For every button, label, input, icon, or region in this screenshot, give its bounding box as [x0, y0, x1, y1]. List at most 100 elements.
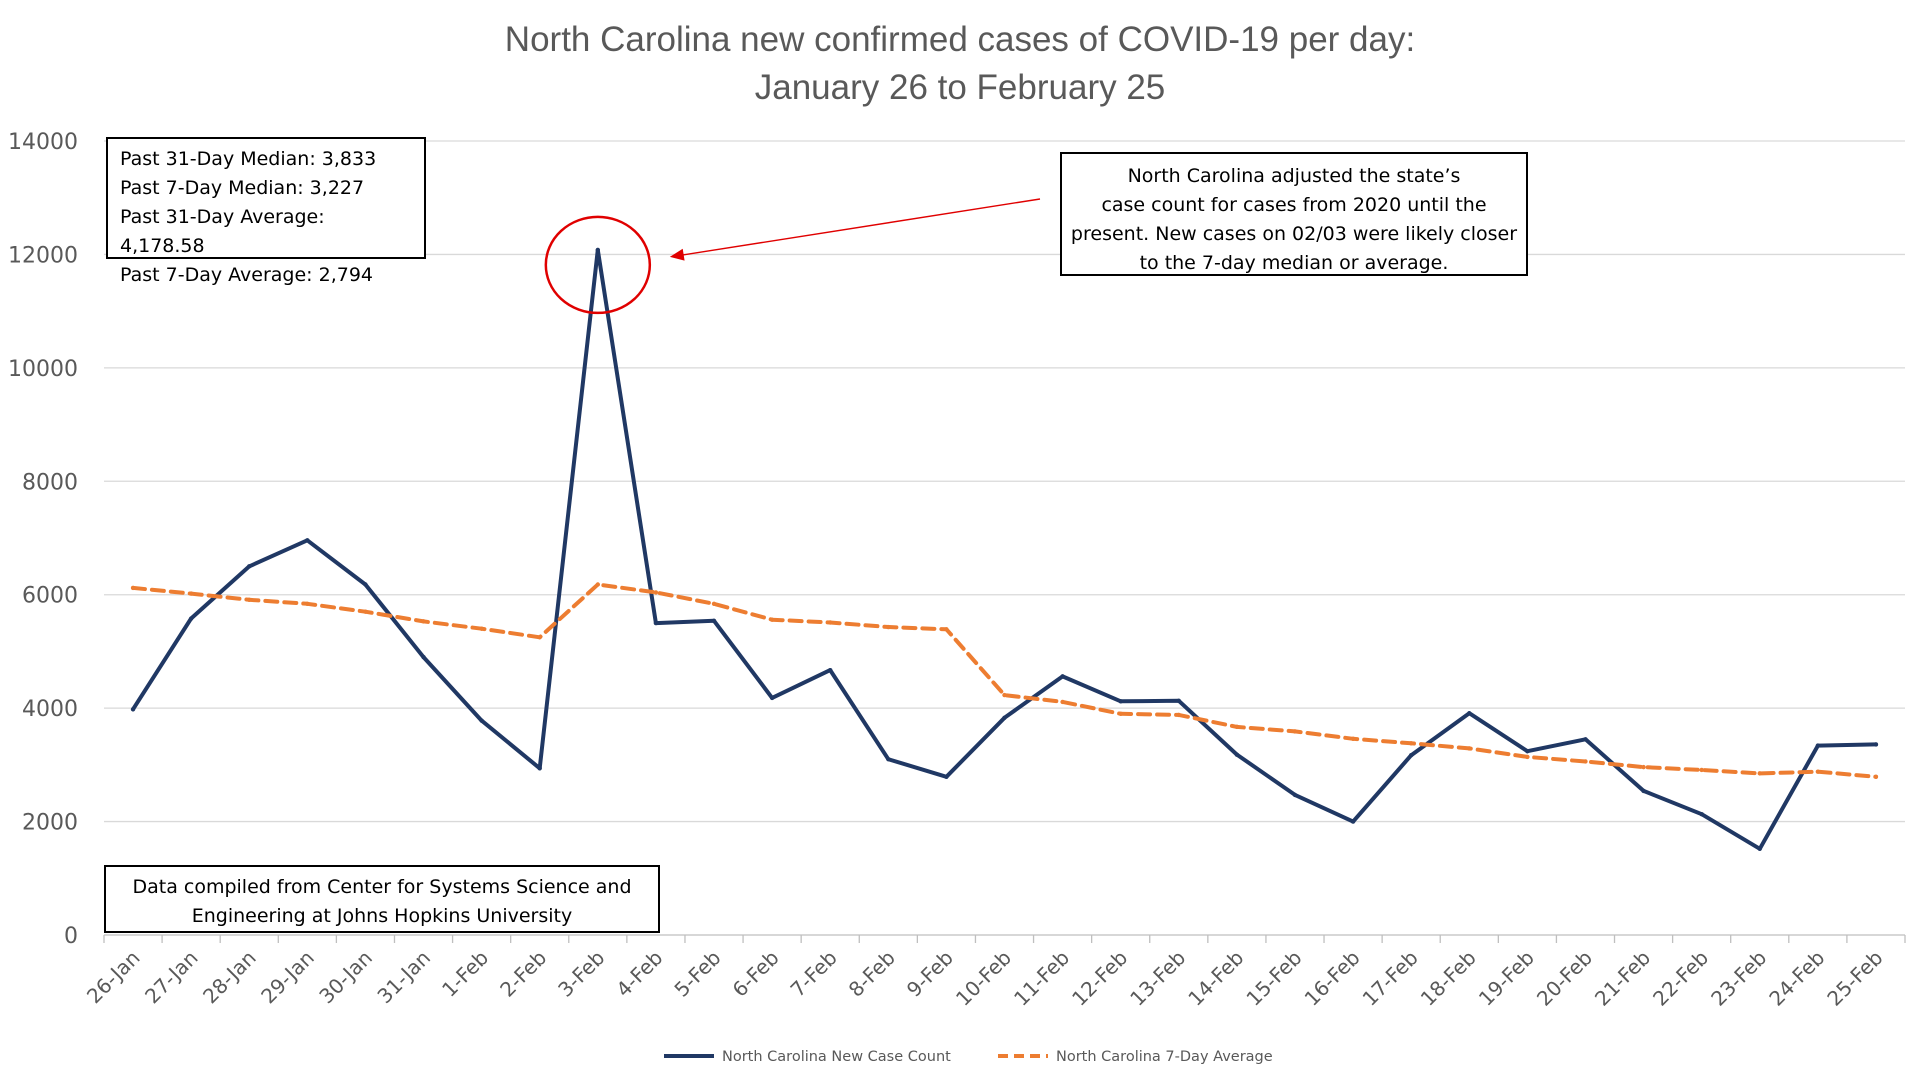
seven-day-average-line [131, 582, 1878, 779]
x-tick-label: 13-Feb [1125, 946, 1190, 1011]
x-tick-label: 19-Feb [1474, 946, 1539, 1011]
seven-day-average-point [1176, 712, 1181, 718]
seven-day-average-point [1641, 764, 1646, 770]
x-tick-label: 31-Jan [372, 946, 435, 1009]
x-tick-label: 9-Feb [902, 946, 958, 1002]
case-count-point [1815, 743, 1821, 748]
x-tick-label: 22-Feb [1648, 946, 1713, 1011]
y-tick-label: 4000 [22, 697, 78, 722]
seven-day-average-point [769, 617, 775, 622]
stats-box: Past 31-Day Median: 3,833 Past 7-Day Med… [106, 137, 426, 286]
case-count-point [1408, 753, 1414, 758]
seven-day-average-point [1525, 754, 1530, 760]
seven-day-average-point [363, 609, 368, 614]
x-tick-label: 28-Jan [198, 946, 261, 1009]
seven-day-average-point [711, 601, 717, 606]
case-count-point [653, 620, 659, 626]
case-count-point [130, 707, 136, 712]
x-tick-label: 16-Feb [1300, 946, 1365, 1011]
seven-day-average-point [1118, 711, 1123, 717]
case-count-line [131, 247, 1878, 851]
case-count-point [1350, 819, 1356, 824]
x-tick-label: 4-Feb [611, 946, 667, 1002]
seven-day-average-point [537, 635, 542, 640]
note-line: present. New cases on 02/03 were likely … [1070, 223, 1518, 245]
y-tick-label: 2000 [22, 811, 78, 836]
x-tick-label: 11-Feb [1009, 946, 1074, 1011]
case-count-point [1002, 715, 1007, 720]
x-tick-label: 20-Feb [1532, 946, 1597, 1011]
case-count-point [886, 756, 891, 762]
case-count-point [479, 718, 484, 723]
y-tick-label: 10000 [8, 357, 78, 382]
seven-day-average-point [1408, 741, 1414, 746]
case-count-point [1699, 811, 1704, 817]
seven-day-average-point [1873, 774, 1879, 779]
seven-day-average-point [1757, 771, 1762, 776]
stats-line: Past 7-Day Median: 3,227 [120, 177, 365, 199]
case-count-point [595, 247, 601, 253]
case-count-point [188, 616, 194, 621]
chart-title: North Carolina new confirmed cases of CO… [504, 20, 1416, 59]
x-tick-label: 2-Feb [495, 946, 551, 1002]
note-line: to the 7-day median or average. [1139, 252, 1449, 274]
case-count-point [711, 618, 717, 624]
x-tick-label: 24-Feb [1764, 946, 1829, 1011]
adjustment-note-box: North Carolina adjusted the state’s case… [1060, 152, 1528, 276]
seven-day-average-point [653, 590, 659, 595]
x-tick-label: 29-Jan [256, 946, 319, 1009]
y-tick-label: 12000 [8, 243, 78, 268]
y-axis-ticks: 0 2000 4000 6000 8000 10000 12000 14000 [8, 130, 78, 949]
case-count-point [1757, 846, 1762, 851]
x-tick-label: 6-Feb [728, 946, 784, 1002]
stats-line: Past 31-Day Median: 3,833 [120, 148, 377, 170]
seven-day-average-point [1583, 759, 1588, 764]
seven-day-average-point [421, 619, 426, 624]
annotation-arrow-head [669, 248, 685, 261]
x-tick-label: 27-Jan [140, 946, 203, 1009]
x-tick-label: 7-Feb [786, 946, 842, 1002]
case-count-point [363, 582, 368, 587]
case-count-point [1641, 788, 1646, 794]
seven-day-average-point [1699, 767, 1704, 773]
seven-day-average-point [595, 582, 601, 587]
case-count-point [1467, 711, 1472, 716]
stats-line: Past 7-Day Average: 2,794 [120, 264, 373, 286]
x-tick-label: 17-Feb [1358, 946, 1423, 1011]
x-tick-label: 21-Feb [1590, 946, 1655, 1011]
seven-day-average-point [305, 601, 310, 606]
seven-day-average-point [1292, 729, 1298, 734]
legend-label: North Carolina New Case Count [722, 1049, 951, 1065]
x-tick-label: 14-Feb [1183, 946, 1248, 1011]
y-tick-label: 14000 [8, 130, 78, 155]
x-tick-label: 26-Jan [82, 946, 145, 1009]
x-tick-label: 8-Feb [844, 946, 900, 1002]
seven-day-average-point [130, 585, 136, 591]
x-tick-label: 30-Jan [314, 946, 377, 1009]
source-line: Data compiled from Center for Systems Sc… [132, 876, 632, 898]
legend-label: North Carolina 7-Day Average [1056, 1049, 1273, 1065]
case-count-point [305, 538, 310, 543]
case-count-point [1525, 749, 1530, 754]
chart-subtitle: January 26 to February 25 [754, 68, 1166, 107]
seven-day-average-point [1234, 724, 1240, 730]
seven-day-average-point [1350, 736, 1356, 741]
spike-highlight-circle [544, 215, 652, 315]
y-tick-label: 0 [64, 924, 78, 949]
y-tick-label: 6000 [22, 584, 78, 609]
x-tick-label: 15-Feb [1241, 946, 1306, 1011]
case-count-point [944, 774, 949, 779]
x-tick-label: 5-Feb [669, 946, 725, 1002]
annotation-layer [544, 198, 1041, 315]
seven-day-average-point [188, 591, 194, 596]
case-count-point [769, 695, 775, 701]
seven-day-average-point [944, 627, 949, 632]
seven-day-average-point [1060, 699, 1065, 705]
x-tick-label: 10-Feb [951, 946, 1016, 1011]
case-count-point [1118, 699, 1123, 704]
seven-day-average-point [247, 597, 252, 603]
x-tick-label: 1-Feb [437, 946, 493, 1002]
